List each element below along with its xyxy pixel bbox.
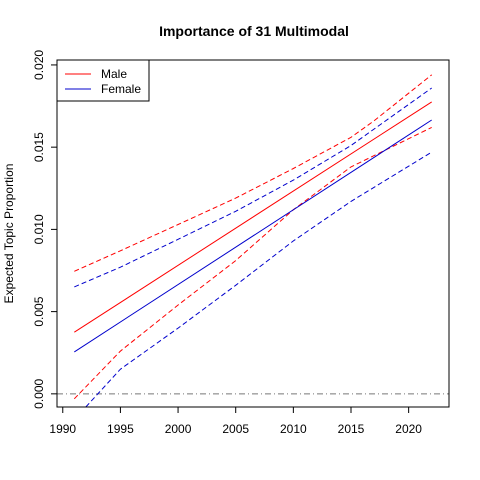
- legend-box: [56, 59, 150, 102]
- legend: Male Female: [56, 59, 150, 102]
- x-tick-label: 2010: [280, 422, 307, 436]
- series-line-male: [74, 101, 432, 333]
- series-line-female: [74, 119, 432, 353]
- y-axis-label: Expected Topic Proportion: [2, 164, 16, 304]
- y-tick-label: 0.010: [32, 214, 46, 244]
- legend-label-female: Female: [101, 82, 141, 96]
- chart-title: Importance of 31 Multimodal: [159, 23, 349, 39]
- x-tick-label: 2020: [395, 422, 422, 436]
- x-axis: 1990 1995 2000 2005 2010 2015 2020: [49, 407, 422, 436]
- y-tick-label: 0.005: [32, 296, 46, 326]
- x-tick-label: 2005: [222, 422, 249, 436]
- plot-area: [56, 59, 450, 408]
- legend-label-male: Male: [101, 67, 127, 81]
- confidence-band-line-1: [74, 74, 433, 272]
- y-tick-label: 0.020: [32, 50, 46, 80]
- y-tick-label: 0.015: [32, 132, 46, 162]
- confidence-band-line-2: [73, 126, 432, 400]
- x-tick-label: 1990: [49, 422, 76, 436]
- series-layer: [73, 74, 433, 408]
- x-tick-label: 2000: [165, 422, 192, 436]
- x-tick-label: 1995: [107, 422, 134, 436]
- x-tick-label: 2015: [338, 422, 365, 436]
- y-tick-label: 0.000: [32, 379, 46, 409]
- y-axis: 0.000 0.005 0.010 0.015 0.020: [32, 50, 57, 409]
- confidence-band-line-3: [74, 87, 432, 288]
- confidence-band-line-4: [85, 151, 432, 408]
